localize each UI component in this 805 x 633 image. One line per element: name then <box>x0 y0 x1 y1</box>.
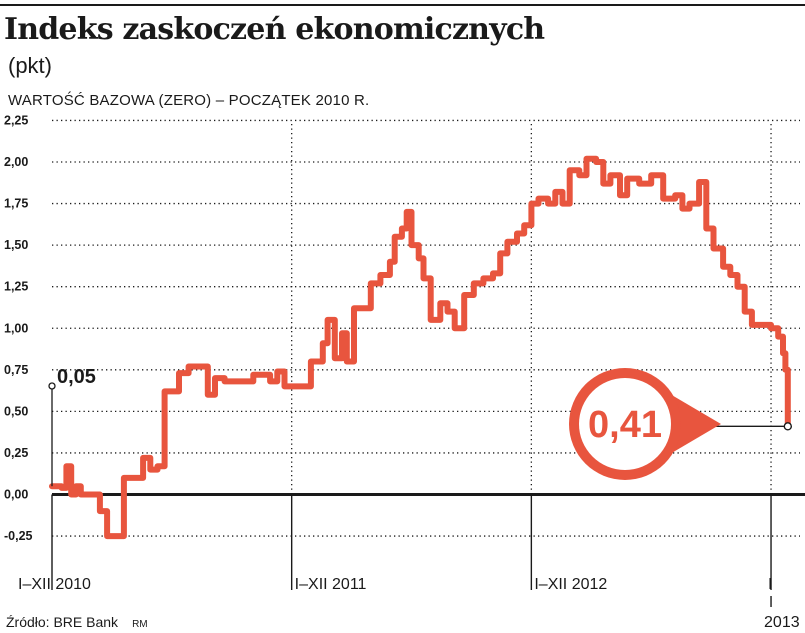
unit-label: (pkt) <box>8 53 52 78</box>
series-line <box>49 155 791 540</box>
period-label: I–XII 2012 <box>534 576 607 593</box>
annotation-layer: 0,05 0,41 <box>48 366 793 487</box>
y-tick-labels: -0,25 0,00 0,25 0,50 0,75 1,00 1,25 1,50 1,75 2,0… <box>4 113 33 543</box>
callout-bubble <box>579 378 671 470</box>
y-tick-label: 0,25 <box>4 446 28 460</box>
y-tick-label: 0,75 <box>4 363 28 377</box>
chart-subtitle: WARTOŚĆ BAZOWA (ZERO) – POCZĄTEK 2010 R. <box>8 92 370 109</box>
y-tick-label: 1,00 <box>4 321 28 335</box>
credit-label: RM <box>132 619 148 630</box>
y-tick-label: 1,50 <box>4 238 28 252</box>
y-tick-label: 2,00 <box>4 155 28 169</box>
period-labels: I–XII 2010 I–XII 2011 I–XII 2012 I 2013 <box>18 576 800 631</box>
start-value-label: 0,05 <box>57 366 96 388</box>
period-label: I–XII 2010 <box>18 576 91 593</box>
callout-value: 0,41 <box>588 404 662 446</box>
chart-title: Indeks zaskoczeń ekonomicznych <box>4 12 545 47</box>
source-label: Źródło: BRE Bank <box>6 614 119 630</box>
annotation-dot <box>48 382 56 390</box>
callout-end-dot <box>783 422 793 431</box>
period-label: I <box>768 576 772 593</box>
y-tick-label: 1,25 <box>4 280 28 294</box>
top-rule <box>0 4 805 6</box>
y-tick-label: 2,25 <box>4 113 28 127</box>
y-tick-label: 0,50 <box>4 404 28 418</box>
source-note: Źródło: BRE Bank RM <box>6 614 148 630</box>
y-tick-label: 1,75 <box>4 197 28 211</box>
y-tick-label: 0,00 <box>4 488 28 502</box>
period-sublabel: 2013 <box>764 614 800 631</box>
period-label: I–XII 2011 <box>295 576 367 593</box>
grid-layer <box>51 119 805 607</box>
y-tick-label: -0,25 <box>4 529 33 543</box>
series-layer <box>49 155 791 540</box>
